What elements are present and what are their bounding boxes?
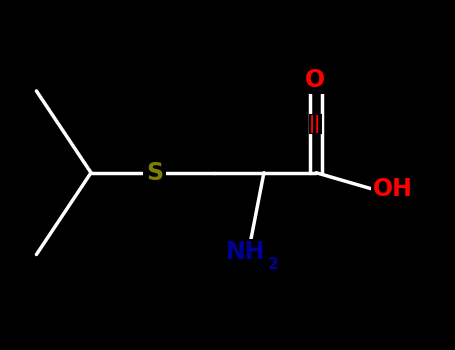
Text: O: O bbox=[305, 68, 325, 92]
Text: NH: NH bbox=[226, 240, 265, 264]
Text: ||: || bbox=[309, 115, 321, 133]
Text: OH: OH bbox=[373, 177, 413, 201]
Text: 2: 2 bbox=[268, 257, 278, 272]
Text: S: S bbox=[146, 161, 163, 185]
